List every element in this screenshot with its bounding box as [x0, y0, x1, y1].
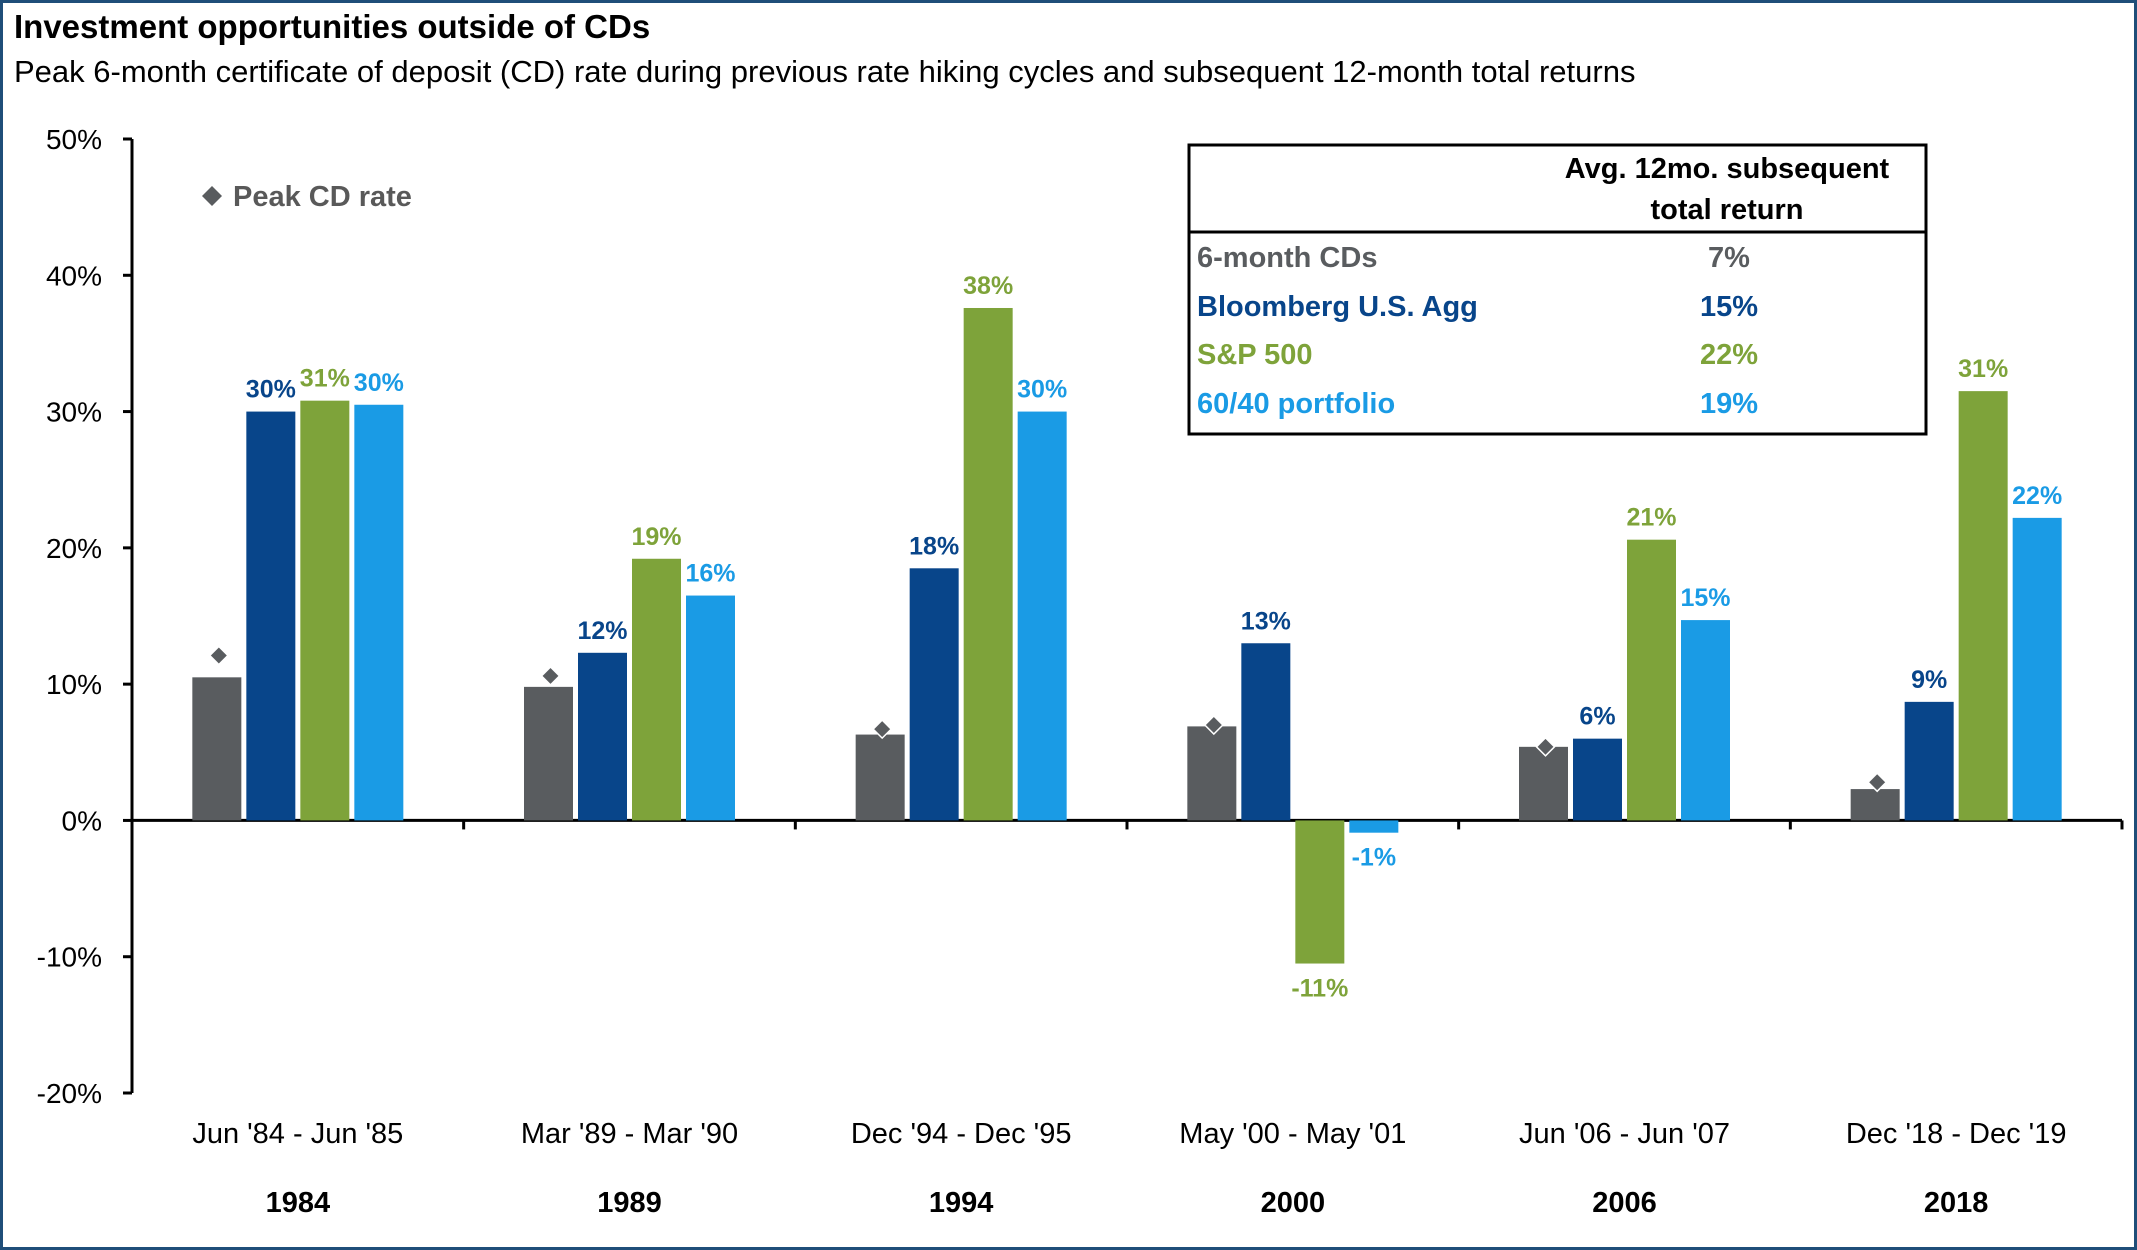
category-label: Dec '94 - Dec '95	[851, 1118, 1072, 1150]
y-tick-label: -20%	[37, 1078, 102, 1109]
bar-sp500-1984	[300, 400, 350, 821]
category-label: May '00 - May '01	[1179, 1118, 1406, 1150]
data-label-agg-2006: 6%	[1579, 703, 1615, 731]
bar-sp500-1989	[632, 558, 681, 821]
category-year-label: 2006	[1592, 1187, 1657, 1219]
data-label-sp500-1984: 31%	[300, 365, 350, 393]
category-year-label: 1989	[597, 1187, 662, 1219]
peak-cd-rate-marker-2006	[1535, 736, 1556, 757]
bar-cds-1994	[855, 734, 905, 821]
chart-title: Investment opportunities outside of CDs	[14, 8, 651, 45]
category-year-label: 1994	[929, 1187, 994, 1219]
y-tick-label: 20%	[46, 533, 102, 564]
bar-sp500-1994	[963, 307, 1013, 821]
category-year-label: 2018	[1924, 1187, 1989, 1219]
bar-agg-1994	[909, 568, 959, 821]
summary-box-border	[1187, 143, 1928, 436]
summary-row-name: 6-month CDs	[1197, 242, 1377, 274]
data-label-agg-1994: 18%	[909, 532, 959, 560]
chart-category-labels: Jun '84 - Jun '85 1984 Mar '89 - Mar '90 19…	[192, 1118, 2066, 1219]
summary-row-name: S&P 500	[1197, 339, 1313, 371]
data-label-portfolio-1994: 30%	[1017, 376, 1067, 404]
chart-bars	[192, 307, 2062, 964]
summary-row-name: Bloomberg U.S. Agg	[1197, 291, 1478, 323]
peak-cd-rate-marker-2018	[1867, 772, 1888, 793]
bar-portfolio-2006	[1681, 620, 1730, 821]
bar-portfolio-2018	[2012, 517, 2062, 821]
bar-portfolio-1984	[354, 404, 404, 821]
peak-cd-rate-marker-1994	[872, 719, 893, 740]
bar-portfolio-2000	[1349, 820, 1399, 833]
data-label-agg-1984: 30%	[246, 376, 296, 404]
data-label-agg-2000: 13%	[1241, 607, 1291, 635]
bar-cds-1984	[192, 677, 242, 821]
data-label-portfolio-1989: 16%	[685, 560, 735, 588]
chart-data-labels: 30% 31% 30%12%19%16%18%38%30%13%-11%-1%6%2…	[246, 272, 2062, 1003]
peak-cd-rate-marker-1984	[208, 645, 229, 666]
data-label-sp500-1994: 38%	[963, 272, 1013, 300]
bar-cds-2000	[1187, 726, 1237, 821]
y-tick-label: 10%	[46, 669, 102, 700]
category-label: Dec '18 - Dec '19	[1846, 1118, 2067, 1150]
y-tick-label: 40%	[46, 260, 102, 291]
data-label-sp500-2000: -11%	[1291, 975, 1348, 1003]
bar-agg-1989	[578, 652, 627, 821]
peak-cd-rate-marker-2000	[1203, 714, 1224, 736]
category-label: Jun '06 - Jun '07	[1519, 1118, 1730, 1150]
category-year-label: 2000	[1261, 1187, 1326, 1219]
bar-agg-2000	[1241, 643, 1291, 821]
bar-agg-2018	[1904, 701, 1954, 821]
peak-cd-rate-marker-1989	[540, 665, 561, 687]
bar-agg-1984	[246, 411, 296, 821]
bar-portfolio-1989	[686, 595, 735, 821]
bar-cds-1989	[524, 686, 573, 821]
bar-sp500-2006	[1627, 539, 1676, 821]
summary-box-header-line2: total return	[1650, 194, 1803, 226]
data-label-portfolio-1984: 30%	[354, 369, 404, 397]
summary-row-value: 15%	[1700, 291, 1758, 323]
data-label-portfolio-2006: 15%	[1680, 584, 1730, 612]
category-label: Mar '89 - Mar '90	[521, 1118, 738, 1150]
data-label-portfolio-2018: 22%	[2012, 482, 2062, 510]
bar-sp500-2018	[1958, 391, 2008, 821]
summary-row-value: 19%	[1700, 388, 1758, 420]
bar-portfolio-1994	[1017, 411, 1067, 821]
summary-row-value: 22%	[1700, 339, 1758, 371]
data-label-sp500-2018: 31%	[1958, 355, 2008, 383]
bar-agg-2006	[1573, 738, 1622, 821]
data-label-agg-2018: 9%	[1911, 666, 1947, 694]
diamond-icon	[202, 186, 222, 206]
category-label: Jun '84 - Jun '85	[192, 1118, 403, 1150]
data-label-agg-1989: 12%	[577, 617, 627, 645]
y-tick-label: -10%	[37, 942, 102, 973]
y-tick-label: 0%	[62, 805, 102, 836]
bar-sp500-2000	[1295, 820, 1345, 964]
data-label-sp500-1989: 19%	[631, 523, 681, 551]
legend-label-peak-cd-rate: Peak CD rate	[233, 181, 412, 213]
summary-row-name: 60/40 portfolio	[1197, 388, 1395, 420]
summary-row-value: 7%	[1708, 242, 1750, 274]
summary-box: Avg. 12mo. subsequent total return 6-mon…	[1187, 143, 1928, 436]
chart-subtitle: Peak 6-month certificate of deposit (CD)…	[14, 54, 1636, 89]
bar-cds-2006	[1519, 746, 1568, 821]
chart-legend: Peak CD rate	[202, 181, 412, 213]
data-label-sp500-2006: 21%	[1626, 504, 1676, 532]
chart-axes: 50% 40% 30% 20% 10% 0% -10% -20%	[37, 124, 2124, 1109]
data-label-portfolio-2000: -1%	[1352, 844, 1396, 872]
bar-cds-2018	[1850, 789, 1900, 821]
y-tick-label: 30%	[46, 397, 102, 428]
summary-box-header-line1: Avg. 12mo. subsequent	[1565, 153, 1890, 185]
category-year-label: 1984	[266, 1187, 331, 1219]
y-tick-label: 50%	[46, 124, 102, 155]
